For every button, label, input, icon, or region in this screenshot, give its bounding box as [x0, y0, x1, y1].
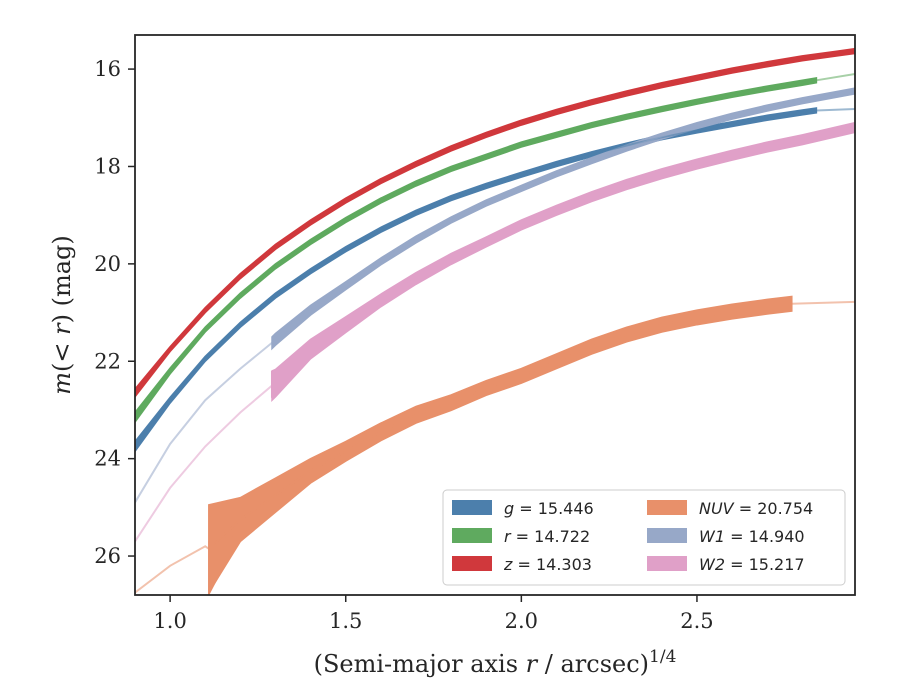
legend-frame: [442, 489, 846, 586]
legend-label-5: W2 = 15.217: [699, 555, 805, 574]
plot-frame: [134, 34, 856, 596]
legend-swatch-1: [452, 528, 492, 543]
series-band-2: [135, 47, 855, 399]
series-line-1: [135, 73, 855, 418]
legend-swatch-0: [452, 500, 492, 515]
y-tick-label: 16: [94, 57, 121, 81]
y-tick-label: 20: [94, 252, 121, 276]
series-band-4: [271, 87, 855, 351]
y-axis: 16 18 20 22 24 26: [94, 57, 135, 568]
legend-swatch-2: [452, 556, 492, 571]
legend-label-3: NUV = 20.754: [699, 499, 813, 518]
nuv-band-start: [208, 533, 242, 595]
legend-label-4: W1 = 14.940: [699, 527, 805, 546]
legend: g = 15.446 r = 14.722 z = 14.303 NUV = 20.7…: [442, 489, 846, 586]
series-bands: [135, 47, 855, 595]
series-line-0: [135, 108, 855, 448]
series-band-3: [208, 295, 793, 595]
x-tick-label: 2.0: [505, 609, 538, 633]
y-axis-title: m(< r) (mag): [48, 235, 76, 395]
y-tick-label: 22: [94, 349, 121, 373]
x-tick-label: 1.5: [329, 609, 362, 633]
y-tick-label: 24: [94, 447, 121, 471]
series-band-1: [135, 77, 818, 424]
legend-label-2: z = 14.303: [503, 555, 592, 574]
series-line-4: [135, 90, 855, 504]
x-tick-label: 1.0: [153, 609, 186, 633]
legend-swatch-3: [647, 500, 687, 515]
legend-label-1: r = 14.722: [504, 527, 590, 546]
legend-swatch-5: [647, 556, 687, 571]
legend-label-0: g = 15.446: [504, 499, 594, 518]
x-tick-label: 2.5: [680, 609, 713, 633]
series-lines: [135, 50, 855, 594]
legend-swatch-4: [647, 528, 687, 543]
y-tick-label: 18: [94, 154, 121, 178]
x-axis-title: (Semi-major axis r / arcsec)1/4: [314, 647, 677, 678]
y-tick-label: 26: [94, 544, 121, 568]
x-axis: 1.0 1.5 2.0 2.5: [153, 595, 714, 633]
series-line-2: [135, 50, 855, 394]
series-band-0: [135, 107, 818, 453]
series-band-5: [271, 121, 855, 402]
series-line-5: [135, 126, 855, 542]
series-line-3: [135, 300, 855, 594]
